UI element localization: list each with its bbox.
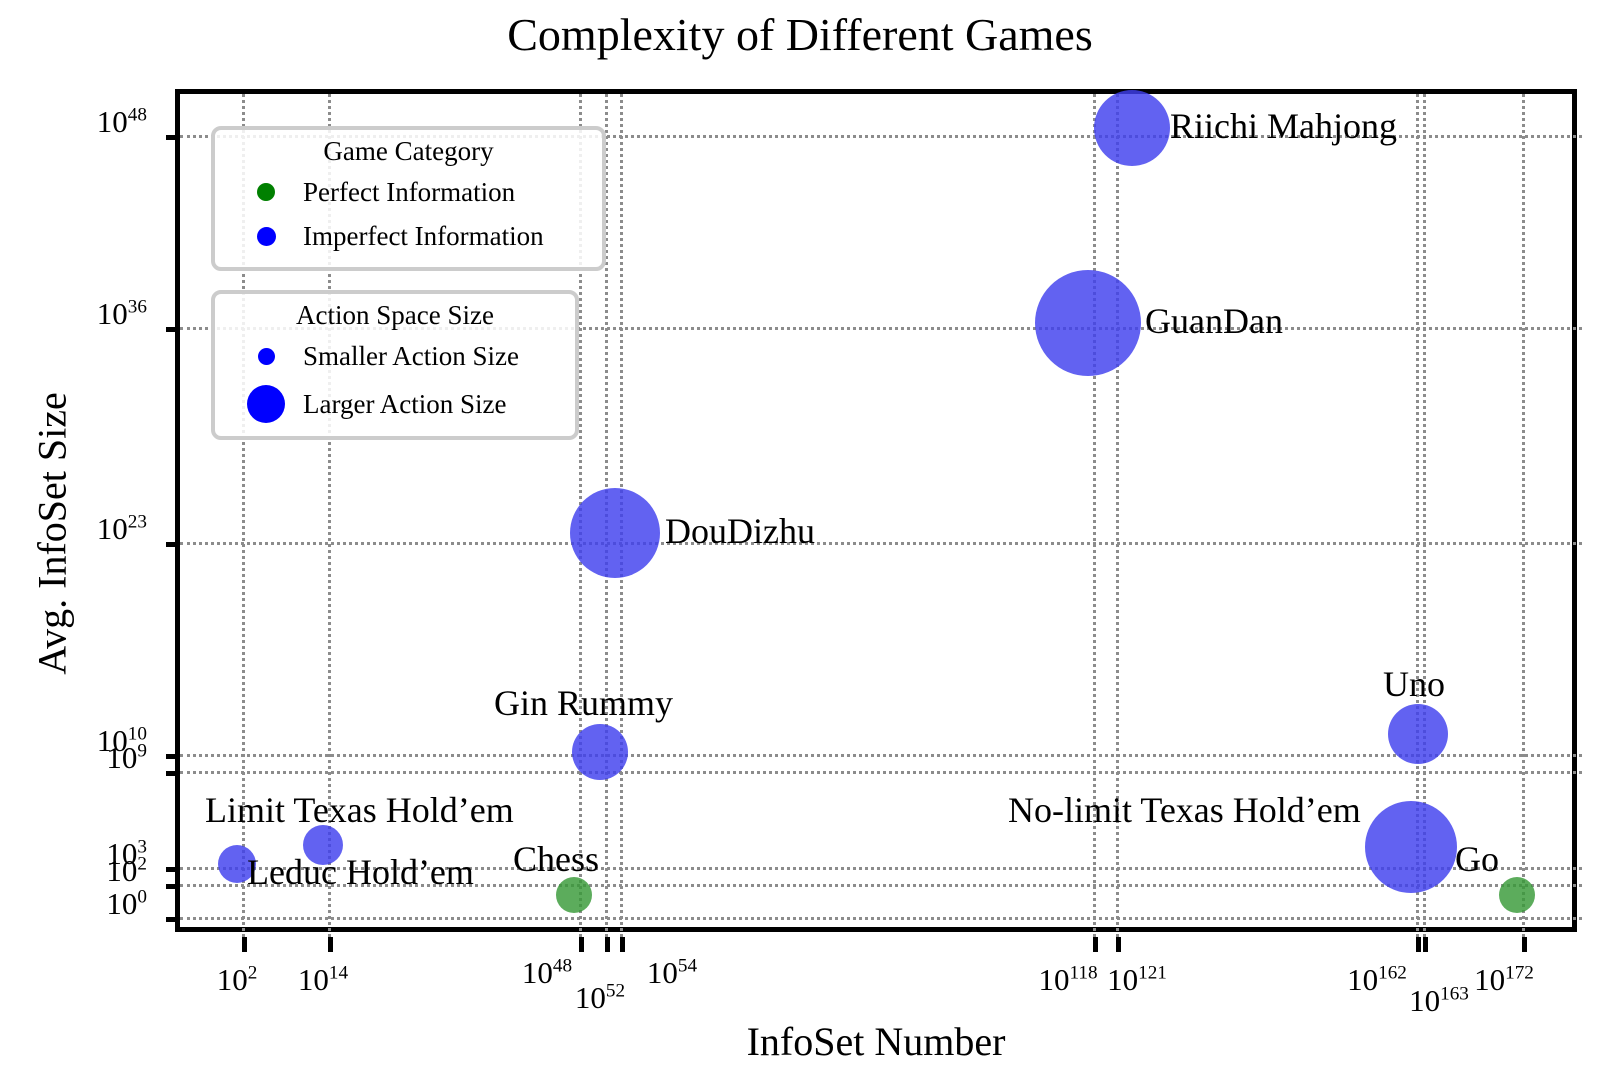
data-point-bubble[interactable] [218,845,256,883]
x-axis-tick-label: 1054 [646,955,698,990]
x-axis-tick-label: 1014 [297,962,349,997]
y-axis-tick [166,542,180,547]
data-point-bubble[interactable] [556,877,592,913]
x-gridline [242,94,245,937]
y-axis-tick-label: 1048 [96,104,147,139]
x-axis-tick [1522,937,1527,952]
data-point-bubble[interactable] [572,724,628,780]
y-axis-tick-label: 1010 [96,723,147,758]
data-point-label: GuanDan [1145,301,1283,341]
page-title: Complexity of Different Games [507,9,1093,60]
x-axis-tick [605,937,610,952]
x-gridline [1423,94,1426,937]
data-point-bubble[interactable] [1035,270,1141,376]
legend-item-perfect-information[interactable]: Perfect Information [229,170,588,214]
legend-item-larger-action-size[interactable]: Larger Action Size [229,378,561,430]
y-axis-tick-label: 100 [106,886,147,921]
legend-dot-smaller-action-size [229,347,303,365]
y-gridline [180,771,1582,774]
y-gridline [180,542,1582,545]
y-axis-tick-label: 102 [106,853,147,888]
y-gridline [180,135,1582,138]
data-point-bubble[interactable] [1094,90,1170,166]
y-axis-tick [166,754,180,759]
legend-label: Perfect Information [303,176,516,207]
legend-item-smaller-action-size[interactable]: Smaller Action Size [229,334,561,378]
y-gridline [180,327,1582,330]
data-point-label: Go [1455,839,1499,879]
legend-label: Larger Action Size [303,388,507,419]
data-point-label: No-limit Texas Hold’em [1008,790,1361,830]
x-axis-tick-label: 1052 [574,980,626,1015]
legend-dot-larger-action-size [229,385,303,423]
y-gridline [180,867,1582,870]
legend-title: Action Space Size [296,300,494,330]
x-axis-label: InfoSet Number [746,1019,1006,1064]
y-axis-tick [166,917,180,922]
y-gridline [180,884,1582,887]
x-gridline [1522,94,1525,937]
data-point-bubble[interactable] [303,825,343,865]
data-point-bubble[interactable] [1388,704,1448,764]
x-gridline [1416,94,1419,937]
data-point-bubble[interactable] [570,488,660,578]
y-axis-tick-label: 109 [106,740,147,775]
y-axis-tick-label: 1036 [96,296,147,331]
x-axis-tick-label: 102 [216,962,258,997]
data-point-bubble[interactable] [1499,877,1535,913]
legend-game-category: Game Category Perfect Information Imperf… [211,126,606,271]
x-gridline [1093,94,1096,937]
x-axis-tick [1416,937,1421,952]
x-axis-tick-label: 10121 [1107,962,1167,997]
y-axis-tick-label: 1023 [96,511,147,546]
y-axis-tick [166,135,180,140]
x-axis-tick [328,937,333,952]
y-gridline [180,754,1582,757]
y-axis-tick [166,771,180,776]
x-axis-tick-label: 10162 [1347,962,1407,997]
x-axis-tick-label: 1048 [521,955,573,990]
data-point-label: Gin Rummy [494,683,674,723]
y-axis-tick [166,867,180,872]
legend-action-space-size: Action Space Size Smaller Action Size La… [211,290,579,440]
y-axis-tick [166,884,180,889]
data-point-label: Leduc Hold’em [247,852,474,892]
x-axis-tick [1423,937,1428,952]
legend-label: Smaller Action Size [303,340,519,371]
x-gridline [328,94,331,937]
x-axis-tick [1093,937,1098,952]
x-axis-tick [579,937,584,952]
legend-title: Game Category [323,136,494,166]
legend-dot-imperfect-information [229,226,303,246]
x-axis-tick [620,937,625,952]
data-point-label: Limit Texas Hold’em [205,790,514,830]
x-axis-tick [242,937,247,952]
x-axis-tick-label: 10118 [1038,962,1098,997]
y-gridline [180,917,1582,920]
y-axis-tick-label: 103 [106,836,147,871]
legend-item-imperfect-information[interactable]: Imperfect Information [229,214,588,258]
x-axis-tick-label: 10172 [1474,962,1534,997]
legend-label: Imperfect Information [303,220,544,251]
data-point-label: DouDizhu [665,511,815,551]
data-point-label: Chess [513,839,600,879]
data-point-label: Riichi Mahjong [1170,106,1397,146]
data-point-bubble[interactable] [1365,801,1457,893]
x-axis-tick [1116,937,1121,952]
legend-dot-perfect-information [229,183,303,201]
y-axis-tick [166,327,180,332]
data-point-label: Uno [1383,664,1445,704]
x-axis-tick-label: 10163 [1409,983,1469,1018]
x-gridline [1116,94,1119,937]
